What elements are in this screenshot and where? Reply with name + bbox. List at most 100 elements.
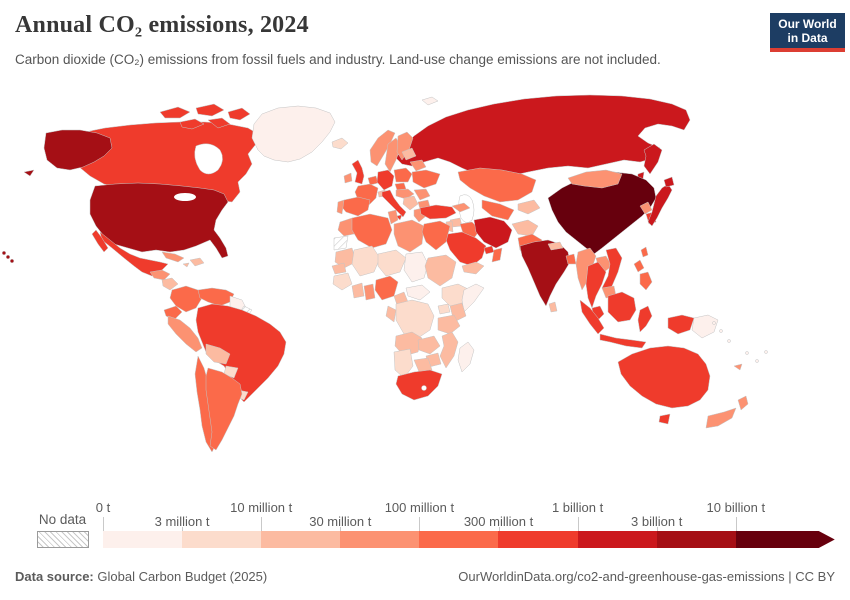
pacific-island-5[interactable] [755, 359, 759, 363]
country-venezuela[interactable] [197, 287, 235, 307]
country-somalia[interactable] [461, 283, 485, 313]
country-western-sahara[interactable] [333, 235, 349, 251]
country-japan-hokkaido[interactable] [663, 176, 675, 188]
country-new-zealand-north[interactable] [737, 395, 749, 411]
country-oman[interactable] [491, 247, 503, 263]
country-indonesia-borneo[interactable] [607, 291, 637, 323]
country-guatemala[interactable] [149, 269, 171, 281]
country-usa-aleutians[interactable] [23, 169, 35, 177]
country-niger[interactable] [377, 249, 407, 277]
country-ukraine[interactable] [411, 169, 441, 189]
country-afghanistan[interactable] [511, 219, 539, 237]
country-namibia[interactable] [393, 348, 414, 379]
country-dr-congo[interactable] [395, 299, 435, 339]
country-indonesia-papua[interactable] [667, 314, 695, 335]
pacific-island-2[interactable] [719, 329, 723, 333]
country-ivory-coast[interactable] [351, 282, 365, 299]
country-new-caledonia[interactable] [733, 363, 743, 371]
pacific-island-1[interactable] [712, 321, 716, 325]
country-argentina[interactable] [205, 367, 243, 451]
country-bolivia[interactable] [205, 343, 231, 365]
country-algeria[interactable] [351, 213, 393, 249]
country-svalbard[interactable] [421, 96, 439, 106]
legend-bin-5[interactable] [419, 531, 499, 548]
legend-bin-2[interactable] [182, 531, 262, 548]
country-bangladesh[interactable] [565, 253, 577, 265]
country-new-zealand-south[interactable] [705, 407, 737, 429]
country-caucasus[interactable] [451, 202, 471, 213]
country-philippines-luzon[interactable] [633, 259, 645, 273]
country-balkans[interactable] [402, 195, 419, 211]
legend-bin-1[interactable] [103, 531, 183, 548]
country-mexico[interactable] [99, 231, 169, 277]
country-italy[interactable] [381, 189, 407, 218]
country-iceland[interactable] [331, 137, 349, 150]
country-brazil[interactable] [195, 303, 287, 403]
pacific-island-4[interactable] [745, 351, 749, 355]
country-peru[interactable] [167, 315, 203, 353]
country-uganda[interactable] [437, 303, 451, 315]
legend-bin-8[interactable] [656, 531, 736, 548]
country-taiwan[interactable] [640, 246, 649, 258]
owid-logo[interactable]: Our World in Data [770, 13, 845, 52]
country-thailand[interactable] [585, 261, 607, 309]
country-papua-new-guinea[interactable] [691, 314, 719, 339]
country-zambia[interactable] [417, 335, 441, 355]
country-libya[interactable] [393, 219, 425, 253]
country-mali[interactable] [351, 245, 381, 277]
pacific-island-3[interactable] [727, 339, 731, 343]
country-chad[interactable] [403, 251, 429, 283]
country-kazakhstan[interactable] [457, 167, 537, 203]
country-spain[interactable] [340, 196, 371, 217]
country-madagascar[interactable] [457, 341, 475, 373]
footer-source-value[interactable]: Global Carbon Budget (2025) [97, 569, 268, 584]
country-mongolia[interactable] [567, 169, 623, 189]
country-hispaniola[interactable] [189, 257, 205, 267]
country-ghana[interactable] [363, 283, 376, 301]
country-kyrgyzstan[interactable] [517, 199, 541, 215]
country-belarus[interactable] [409, 159, 427, 172]
country-mexico-baja[interactable] [91, 229, 109, 253]
country-poland[interactable] [393, 167, 413, 183]
country-canada-arctic-2[interactable] [195, 103, 225, 117]
country-czechia[interactable] [394, 182, 407, 191]
country-indonesia-sulawesi[interactable] [637, 305, 653, 333]
country-ireland[interactable] [343, 172, 353, 184]
country-philippines-south[interactable] [639, 271, 653, 291]
country-australia-tasmania[interactable] [658, 413, 671, 425]
country-russia-kamchatka[interactable] [643, 143, 663, 175]
country-romania[interactable] [413, 188, 431, 201]
country-botswana[interactable] [413, 357, 433, 375]
legend-no-data-swatch[interactable] [37, 531, 89, 548]
country-egypt[interactable] [421, 220, 451, 251]
country-canada-arctic-1[interactable] [159, 106, 191, 119]
legend-bin-6[interactable] [498, 531, 578, 548]
country-austria-hungary[interactable] [395, 188, 415, 200]
country-usa-hawaii-3[interactable] [9, 258, 15, 264]
country-central-african-republic[interactable] [405, 284, 431, 301]
country-south-africa[interactable] [395, 369, 443, 401]
country-usa-alaska[interactable] [43, 129, 113, 171]
country-guinea-group[interactable] [332, 272, 353, 291]
country-jamaica[interactable] [182, 262, 190, 268]
country-sri-lanka[interactable] [548, 301, 558, 313]
country-baltics[interactable] [401, 147, 417, 161]
country-portugal[interactable] [336, 199, 345, 215]
country-indonesia-sumatra[interactable] [579, 299, 605, 335]
legend-bin-7[interactable] [577, 531, 657, 548]
country-tunisia[interactable] [387, 209, 399, 225]
country-canada-arctic-4[interactable] [179, 118, 205, 130]
pacific-island-6[interactable] [764, 350, 768, 354]
country-senegal[interactable] [331, 262, 347, 275]
country-usa-hawaii-2[interactable] [5, 254, 11, 260]
country-australia[interactable] [617, 345, 711, 409]
country-cuba[interactable] [161, 251, 185, 263]
country-united-kingdom[interactable] [351, 159, 365, 185]
country-india[interactable] [519, 239, 571, 307]
country-mozambique[interactable] [439, 331, 459, 369]
country-sudan[interactable] [424, 254, 457, 287]
country-uzbekistan[interactable] [481, 199, 515, 221]
country-yemen[interactable] [461, 261, 485, 275]
country-paraguay[interactable] [223, 365, 239, 379]
country-mauritania[interactable] [334, 247, 357, 269]
